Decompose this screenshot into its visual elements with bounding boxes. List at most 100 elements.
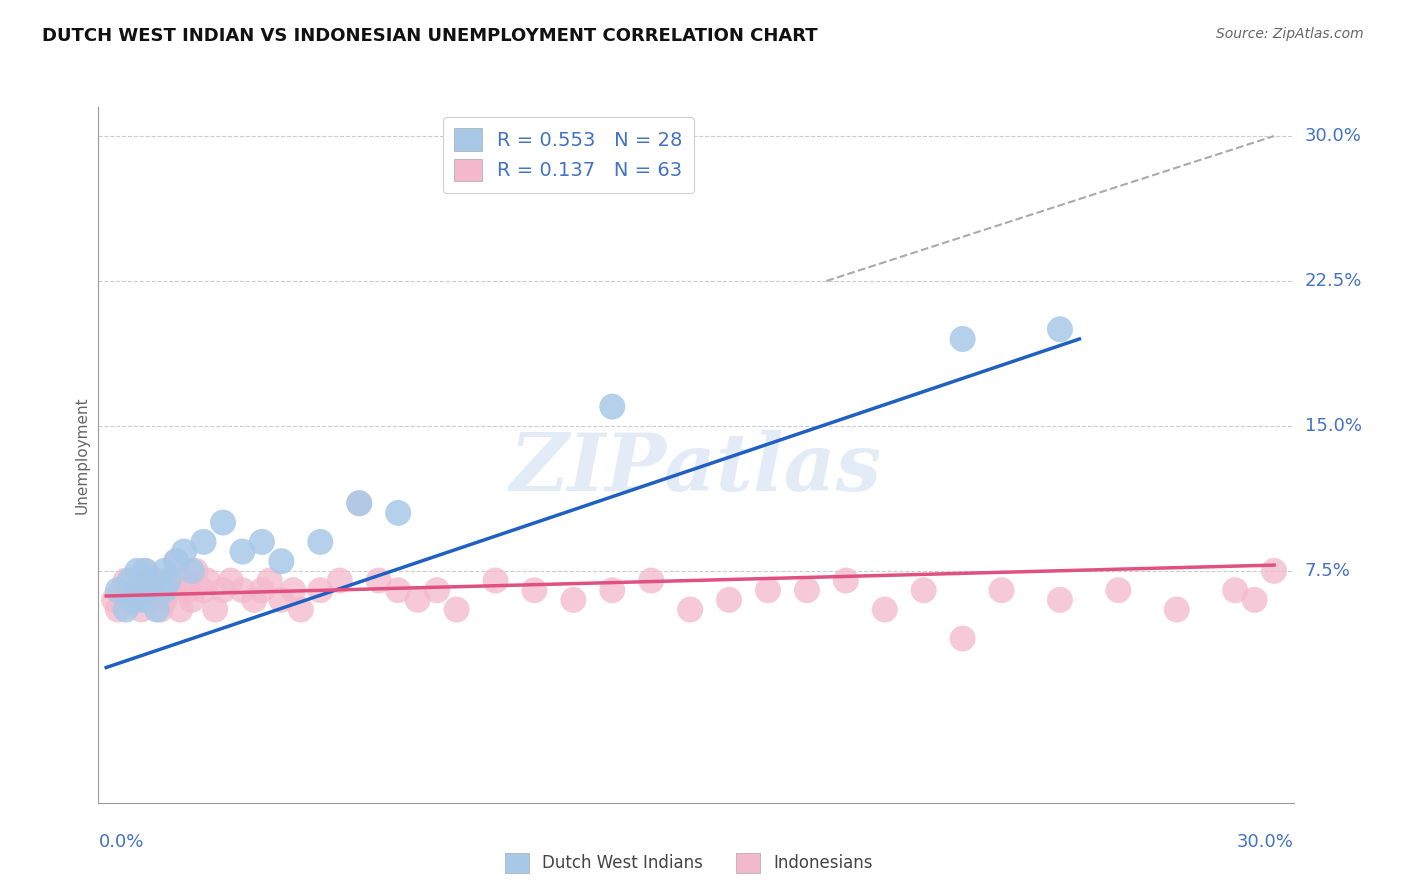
Point [231,544,253,558]
Point [219,574,242,588]
Point [231,583,253,598]
Point [127,564,149,578]
Text: 7.5%: 7.5% [1305,562,1351,580]
Point [118,592,141,607]
Point [193,583,215,598]
Legend: R = 0.553   N = 28, R = 0.137   N = 63: R = 0.553 N = 28, R = 0.137 N = 63 [443,117,695,193]
Point [796,583,818,598]
Point [134,583,156,598]
Text: Source: ZipAtlas.com: Source: ZipAtlas.com [1216,27,1364,41]
Point [309,535,332,549]
Point [204,602,226,616]
Point [1166,602,1188,616]
Point [153,583,176,598]
Text: 30.0%: 30.0% [1305,127,1361,145]
Point [873,602,896,616]
Point [756,583,779,598]
Point [952,632,974,646]
Y-axis label: Unemployment: Unemployment [75,396,90,514]
Point [153,592,176,607]
Point [212,516,235,530]
Point [387,506,409,520]
Point [153,564,176,578]
Point [640,574,662,588]
Text: 15.0%: 15.0% [1305,417,1361,435]
Point [952,332,974,346]
Point [103,592,125,607]
Point [146,574,169,588]
Point [1243,592,1265,607]
Point [387,583,409,598]
Point [990,583,1012,598]
Point [114,602,136,616]
Point [180,592,202,607]
Point [270,592,292,607]
Point [309,583,332,598]
Point [835,574,858,588]
Point [349,496,371,510]
Point [142,583,165,598]
Point [484,574,506,588]
Point [107,583,129,598]
Point [127,583,149,598]
Point [165,554,187,568]
Point [600,583,623,598]
Point [426,583,449,598]
Point [329,574,352,588]
Point [169,602,191,616]
Point [523,583,546,598]
Point [134,564,156,578]
Point [138,592,160,607]
Point [149,602,172,616]
Point [243,592,266,607]
Point [157,574,180,588]
Point [111,583,134,598]
Point [129,602,152,616]
Point [281,583,304,598]
Point [212,583,235,598]
Point [679,602,702,616]
Point [600,400,623,414]
Text: 22.5%: 22.5% [1305,272,1362,290]
Point [912,583,935,598]
Point [134,583,156,598]
Text: ZIPatlas: ZIPatlas [510,430,882,508]
Point [129,592,152,607]
Point [446,602,468,616]
Point [1049,322,1071,336]
Point [250,583,273,598]
Legend: Dutch West Indians, Indonesians: Dutch West Indians, Indonesians [499,847,879,880]
Point [1263,564,1285,578]
Point [406,592,429,607]
Point [1049,592,1071,607]
Point [118,574,141,588]
Point [1107,583,1129,598]
Text: DUTCH WEST INDIAN VS INDONESIAN UNEMPLOYMENT CORRELATION CHART: DUTCH WEST INDIAN VS INDONESIAN UNEMPLOY… [42,27,818,45]
Point [142,574,165,588]
Point [146,602,169,616]
Point [165,554,187,568]
Point [173,544,195,558]
Point [122,592,145,607]
Point [157,583,180,598]
Point [270,554,292,568]
Point [122,583,145,598]
Point [1223,583,1246,598]
Point [107,602,129,616]
Point [562,592,585,607]
Point [193,535,215,549]
Text: 0.0%: 0.0% [98,833,143,851]
Point [290,602,312,616]
Point [134,564,156,578]
Point [250,535,273,549]
Point [184,564,207,578]
Point [367,574,389,588]
Text: 30.0%: 30.0% [1237,833,1294,851]
Point [349,496,371,510]
Point [177,583,200,598]
Point [180,564,202,578]
Point [162,574,184,588]
Point [114,574,136,588]
Point [173,574,195,588]
Point [259,574,281,588]
